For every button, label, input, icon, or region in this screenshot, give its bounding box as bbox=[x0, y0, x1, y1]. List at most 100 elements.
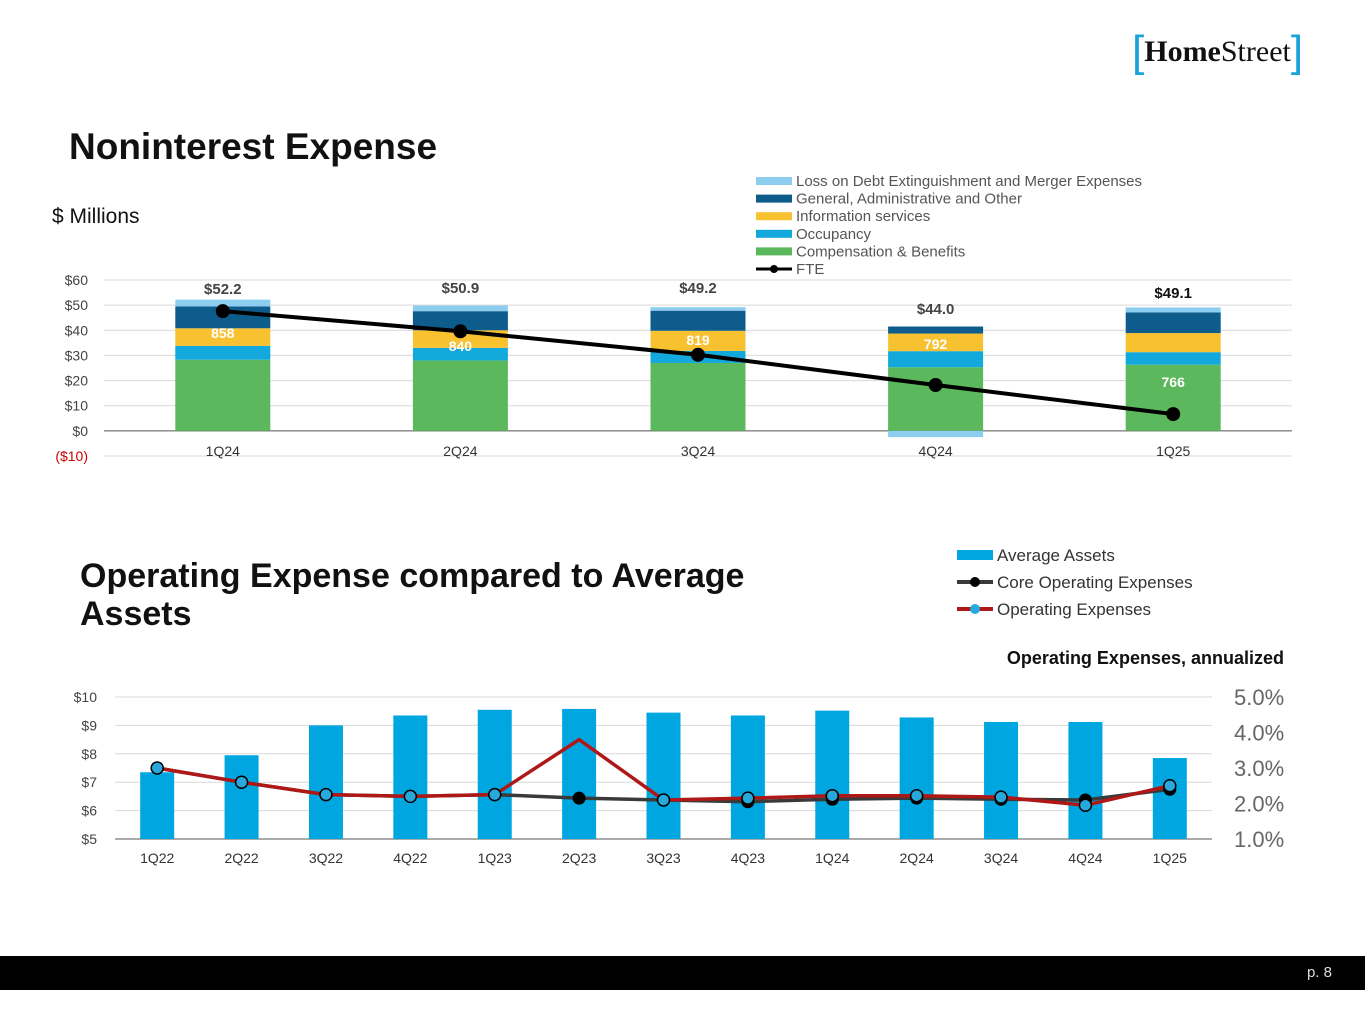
y-right-tick-label: 5.0% bbox=[1234, 685, 1284, 710]
x-tick-label: 2Q24 bbox=[900, 850, 934, 866]
bar-segment bbox=[175, 359, 271, 431]
x-tick-label: 1Q24 bbox=[815, 850, 849, 866]
bar-segment bbox=[412, 305, 508, 312]
x-tick-label: 1Q22 bbox=[140, 850, 174, 866]
x-tick-label: 3Q24 bbox=[984, 850, 1018, 866]
fte-label: 840 bbox=[449, 338, 473, 354]
opex-point bbox=[825, 788, 840, 803]
logo-home-text: Home bbox=[1144, 35, 1221, 68]
fte-point bbox=[215, 304, 230, 319]
legend-label: Occupancy bbox=[796, 226, 872, 243]
bar-segment bbox=[412, 311, 508, 331]
fte-label: 766 bbox=[1162, 374, 1186, 390]
bar-segment bbox=[650, 330, 746, 351]
y-tick-label: $60 bbox=[65, 272, 89, 288]
average-assets-bar bbox=[899, 717, 934, 839]
bar-segment bbox=[888, 430, 984, 438]
average-assets-bar bbox=[1152, 758, 1187, 839]
average-assets-bar bbox=[224, 755, 259, 839]
average-assets-bar bbox=[562, 708, 597, 839]
operating-expense-chart: $5 $6 $7 $8 $9 $10 1.0% 2.0% 3.0% 4.0% 5.0% 1Q22 2Q2… bbox=[74, 546, 1285, 866]
x-tick-label: 4Q24 bbox=[1068, 850, 1102, 866]
average-assets-bar bbox=[646, 712, 681, 839]
legend-label: FTE bbox=[796, 261, 824, 278]
opex-point bbox=[1078, 798, 1093, 813]
y-left-tick-label: $5 bbox=[81, 831, 97, 847]
average-assets-bar bbox=[730, 715, 765, 839]
legend-label: Information services bbox=[796, 208, 930, 225]
y-tick-label: $40 bbox=[65, 322, 89, 338]
bar-segment bbox=[650, 362, 746, 431]
average-assets-bar bbox=[1068, 721, 1103, 839]
y-left-tick-label: $6 bbox=[81, 803, 97, 819]
legend-label: Average Assets bbox=[997, 546, 1115, 565]
legend-swatch bbox=[756, 177, 792, 185]
opex-point bbox=[150, 761, 164, 775]
average-assets-bar bbox=[984, 721, 1019, 839]
x-tick-label: 3Q22 bbox=[309, 850, 343, 866]
total-label: $44.0 bbox=[917, 301, 955, 318]
legend-swatch bbox=[756, 247, 792, 256]
fte-point bbox=[1166, 407, 1181, 422]
legend-label: Operating Expenses bbox=[997, 600, 1151, 619]
x-tick-label: 2Q22 bbox=[224, 850, 258, 866]
average-assets-bar bbox=[815, 710, 850, 839]
y-left-tick-label: $10 bbox=[74, 689, 98, 705]
average-assets-bar bbox=[393, 715, 428, 839]
x-tick-label: 4Q23 bbox=[731, 850, 765, 866]
opex-point bbox=[994, 790, 1008, 804]
legend-marker bbox=[970, 604, 980, 614]
legend-label: Loss on Debt Extinguishment and Merger E… bbox=[796, 173, 1142, 190]
bar-segment bbox=[650, 310, 746, 331]
bar-segment bbox=[412, 347, 508, 361]
opex-point bbox=[234, 775, 249, 789]
opex-point bbox=[319, 787, 333, 802]
fte-label: 858 bbox=[211, 325, 235, 341]
total-label: $52.2 bbox=[204, 281, 242, 298]
y-left-tick-label: $8 bbox=[81, 746, 97, 762]
x-tick-label: 2Q23 bbox=[562, 850, 596, 866]
y-tick-label: $0 bbox=[72, 423, 88, 439]
legend-swatch-average-assets bbox=[957, 550, 993, 560]
bar-segment bbox=[1125, 333, 1221, 353]
bar-segment bbox=[1125, 307, 1221, 313]
core-opex-point bbox=[572, 791, 586, 805]
y-right-tick-label: 3.0% bbox=[1234, 756, 1284, 781]
y-tick-label: $10 bbox=[65, 398, 89, 414]
legend-marker bbox=[970, 577, 980, 587]
y-right-tick-label: 4.0% bbox=[1234, 721, 1284, 746]
y-left-tick-label: $7 bbox=[81, 774, 97, 790]
bar-segment bbox=[888, 351, 984, 368]
legend-swatch bbox=[756, 194, 792, 203]
noninterest-expense-title: Noninterest Expense bbox=[69, 126, 438, 167]
opex-point bbox=[741, 791, 755, 805]
x-tick-label: 2Q24 bbox=[443, 443, 477, 459]
x-tick-label: 3Q24 bbox=[681, 443, 715, 459]
opex-point bbox=[909, 788, 924, 803]
fte-label: 792 bbox=[924, 336, 948, 352]
homestreet-logo: [ Home Street ] bbox=[1132, 30, 1303, 74]
bar-segment bbox=[175, 345, 271, 360]
y-tick-label: $50 bbox=[65, 297, 89, 313]
average-assets-bar bbox=[477, 709, 512, 839]
legend-swatch bbox=[756, 229, 792, 238]
opex-point bbox=[487, 787, 502, 802]
bar-segment bbox=[888, 333, 984, 352]
y-tick-label: $30 bbox=[65, 347, 89, 363]
y-tick-label: $20 bbox=[65, 373, 89, 389]
x-tick-label: 1Q25 bbox=[1153, 850, 1187, 866]
y-right-tick-label: 1.0% bbox=[1234, 827, 1284, 852]
annualized-subtitle: Operating Expenses, annualized bbox=[1006, 648, 1284, 668]
x-tick-label: 1Q24 bbox=[206, 443, 240, 459]
bar-segment bbox=[175, 299, 271, 307]
operating-expense-title: Operating Expense compared to Average As… bbox=[80, 557, 745, 633]
opex-point bbox=[403, 789, 418, 804]
total-label: $50.9 bbox=[442, 280, 480, 297]
legend-marker-fte bbox=[770, 265, 778, 273]
legend-label: Core Operating Expenses bbox=[997, 573, 1193, 592]
bar-segment bbox=[650, 307, 746, 311]
total-label: $49.2 bbox=[679, 280, 717, 297]
page-number: p. 8 bbox=[1306, 964, 1332, 981]
noninterest-expense-chart: ($10) $0 $10 $20 $30 $40 $50 $60 1Q24 $52.2 2Q24 $5… bbox=[55, 173, 1292, 464]
legend-label: General, Administrative and Other bbox=[796, 191, 1022, 208]
